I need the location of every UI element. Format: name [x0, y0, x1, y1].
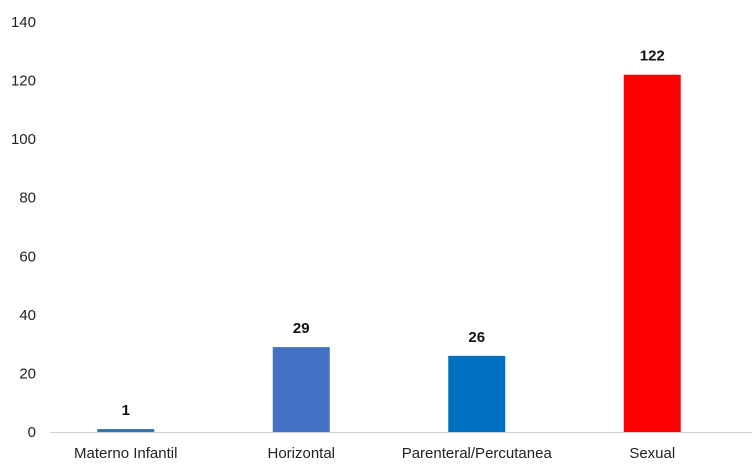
bar-sexual — [623, 74, 681, 432]
bars — [97, 74, 681, 432]
category-label: Materno Infantil — [74, 445, 177, 462]
y-tick-label: 60 — [19, 248, 36, 265]
category-label: Sexual — [629, 445, 675, 462]
category-label: Horizontal — [267, 445, 335, 462]
y-tick-label: 140 — [11, 14, 36, 31]
category-label: Parenteral/Percutanea — [402, 445, 553, 462]
y-tick-label: 0 — [28, 424, 36, 441]
bar-parenteral-percutanea — [448, 355, 506, 432]
data-label: 26 — [468, 329, 485, 346]
y-axis-tick-labels: 0 20 40 60 80 100 120 140 — [11, 14, 36, 441]
y-tick-label: 80 — [19, 190, 36, 207]
bar-materno-infantil — [97, 429, 155, 432]
y-tick-label: 100 — [11, 131, 36, 148]
data-label: 1 — [122, 402, 130, 419]
bar-horizontal — [272, 347, 330, 432]
data-labels: 1 29 26 122 — [122, 48, 665, 419]
data-label: 122 — [640, 48, 665, 65]
y-tick-label: 20 — [19, 365, 36, 382]
data-label: 29 — [293, 320, 310, 337]
y-tick-label: 120 — [11, 73, 36, 90]
x-axis-category-labels: Materno Infantil Horizontal Parenteral/Per… — [74, 445, 675, 462]
y-tick-label: 40 — [19, 307, 36, 324]
